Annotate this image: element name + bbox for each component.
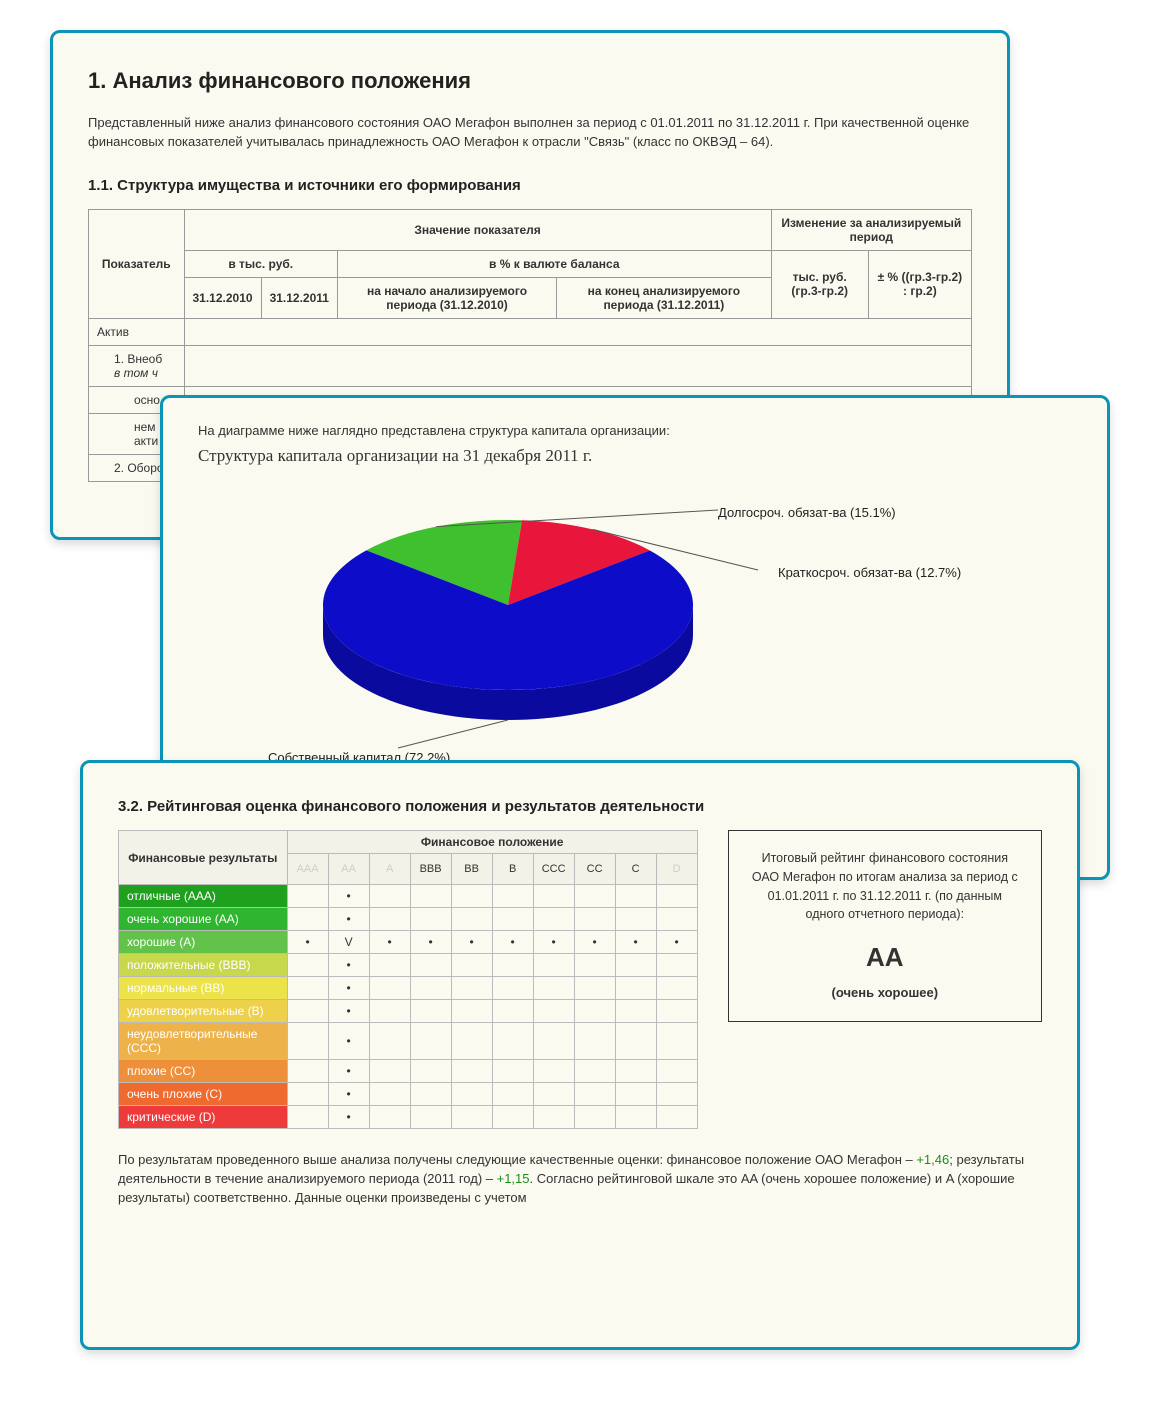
row-1: 1. Внеобв том ч <box>89 345 185 386</box>
report-card-3: 3.2. Рейтинговая оценка финансового поло… <box>80 760 1080 1350</box>
chart-title: Структура капитала организации на 31 дек… <box>198 446 1072 466</box>
rating-summary-box: Итоговый рейтинг финансового состояния О… <box>728 830 1042 1022</box>
th-value: Значение показателя <box>184 209 771 250</box>
th-end: на конец анализируемого периода (31.12.2… <box>557 277 772 318</box>
section-title: 1. Анализ финансового положения <box>88 68 972 94</box>
th-rub: в тыс. руб. <box>184 250 337 277</box>
th-change: Изменение за анализируемый период <box>771 209 971 250</box>
intro-paragraph: Представленный ниже анализ финансового с… <box>88 114 972 152</box>
th-date1: 31.12.2010 <box>184 277 261 318</box>
pie-label-shortterm: Краткосроч. обязат-ва (12.7%) <box>778 565 961 580</box>
pie-label-longterm: Долгосроч. обязат-ва (15.1%) <box>718 505 896 520</box>
rating-title: 3.2. Рейтинговая оценка финансового поло… <box>118 798 1042 815</box>
row-aktiv: Актив <box>89 318 185 345</box>
th-indicator: Показатель <box>89 209 185 318</box>
summary-text: Итоговый рейтинг финансового состояния О… <box>749 849 1021 924</box>
th-rel: ± % ((гр.3-гр.2) : гр.2) <box>868 250 971 318</box>
th-begin: на начало анализируемого периода (31.12.… <box>337 277 556 318</box>
th-pct: в % к валюте баланса <box>337 250 771 277</box>
chart-intro: На диаграмме ниже наглядно представлена … <box>198 423 1072 438</box>
subsection-title: 1.1. Структура имущества и источники его… <box>88 177 972 194</box>
pie-svg <box>288 470 768 770</box>
rating-footer: По результатам проведенного выше анализа… <box>118 1151 1042 1208</box>
summary-grade: AA <box>749 938 1021 977</box>
rating-matrix: Финансовые результатыФинансовое положени… <box>118 830 698 1129</box>
summary-grade-desc: (очень хорошее) <box>749 983 1021 1003</box>
th-abs: тыс. руб. (гр.3-гр.2) <box>771 250 868 318</box>
th-date2: 31.12.2011 <box>261 277 337 318</box>
pie-chart: Долгосроч. обязат-ва (15.1%) Краткосроч.… <box>198 470 1072 790</box>
